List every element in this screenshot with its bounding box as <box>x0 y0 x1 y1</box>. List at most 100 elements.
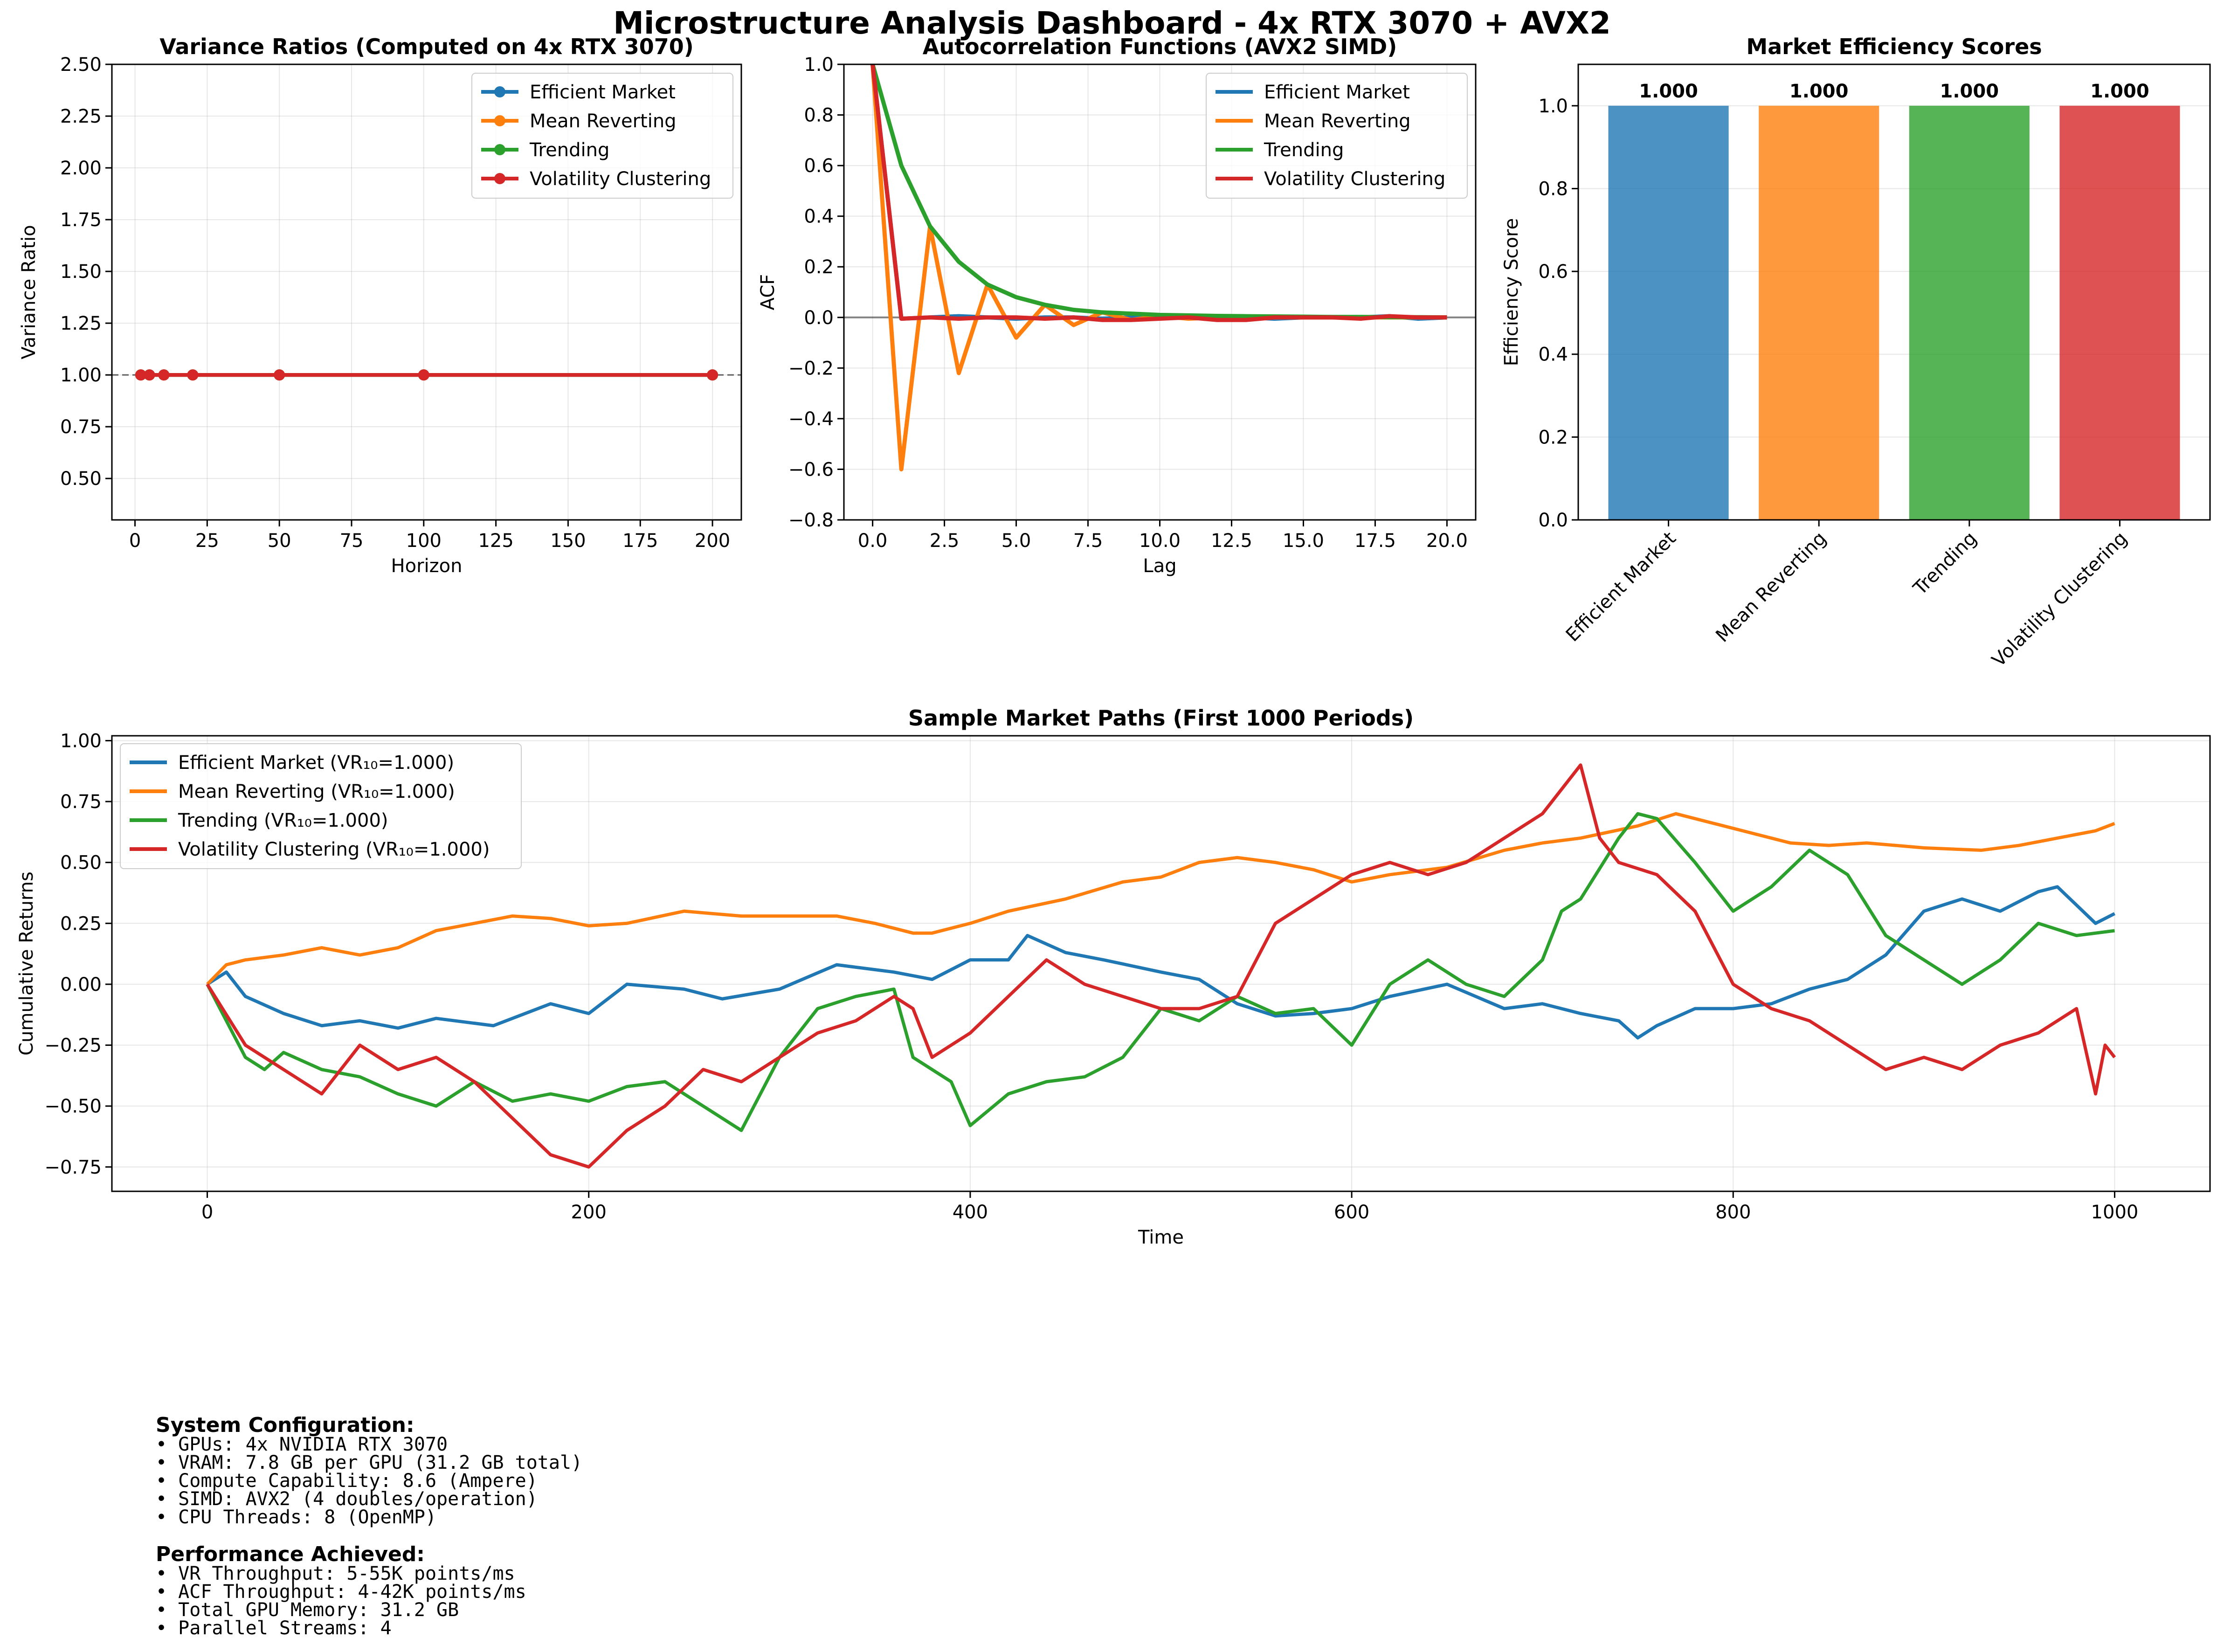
bar <box>1759 105 1879 520</box>
y-tick-label: −0.8 <box>788 510 834 531</box>
data-point <box>707 369 718 381</box>
config-line: • Compute Capability: 8.6 (Ampere) <box>156 1470 538 1492</box>
perf-line: • Parallel Streams: 4 <box>156 1617 392 1639</box>
y-tick-label: 1.00 <box>60 365 102 386</box>
y-tick-label: 1.0 <box>1538 96 1568 117</box>
data-point <box>158 369 170 381</box>
x-tick-label: 7.5 <box>1073 530 1103 552</box>
bar-value-label: 1.000 <box>2090 81 2149 102</box>
y-tick-label: 0.6 <box>804 155 834 177</box>
y-tick-label: −0.25 <box>44 1035 102 1057</box>
x-tick-label: 1000 <box>2091 1202 2139 1223</box>
config-line: • GPUs: 4x NVIDIA RTX 3070 <box>156 1434 448 1455</box>
series-line <box>206 812 2115 1132</box>
efficiency-bar-panel: 0.0 0.2 0.4 0.6 0.8 1.0 Efficiency Score Market… <box>1501 34 2211 671</box>
y-axis-label: Efficiency Score <box>1501 218 1522 366</box>
y-tick-label: 0.2 <box>804 256 834 278</box>
legend-label: Trending <box>1264 139 1344 161</box>
legend-label: Trending (VR₁₀=1.000) <box>178 810 388 831</box>
y-tick-label: 2.00 <box>60 158 102 179</box>
x-tick-label: 200 <box>571 1202 607 1223</box>
config-line: • VRAM: 7.8 GB per GPU (31.2 GB total) <box>156 1452 583 1473</box>
legend-box <box>1206 73 1468 199</box>
y-tick-label: 0.8 <box>1538 178 1568 200</box>
x-tick-label: 2.5 <box>930 530 960 552</box>
y-tick-label: 0.50 <box>60 852 102 874</box>
variance-ratio-panel: 0.50 0.75 1.00 1.25 1.50 1.75 2.00 2.25 2.50 0 25 5… <box>18 34 742 577</box>
y-tick-label: 0.2 <box>1538 427 1568 448</box>
legend-box <box>120 743 522 869</box>
perf-line: • ACF Throughput: 4-42K points/ms <box>156 1581 526 1603</box>
dashboard-title: Microstructure Analysis Dashboard - 4x R… <box>613 5 1611 41</box>
x-tick-label: 125 <box>478 530 513 552</box>
y-tick-label: 0.50 <box>60 468 102 490</box>
perf-heading: Performance Achieved: <box>156 1542 425 1566</box>
legend-label: Mean Reverting <box>1264 111 1411 132</box>
legend-marker <box>494 86 505 97</box>
x-tick-label: Mean Reverting <box>1712 528 1830 647</box>
y-tick-label: −0.4 <box>788 408 834 430</box>
bar <box>1608 105 1729 520</box>
series-line <box>206 763 2116 1169</box>
perf-line: • Total GPU Memory: 31.2 GB <box>156 1599 459 1621</box>
legend-marker <box>494 173 505 184</box>
legend-label: Mean Reverting (VR₁₀=1.000) <box>178 781 455 802</box>
bar <box>2059 105 2180 520</box>
y-tick-label: 0.75 <box>60 791 102 813</box>
x-tick-label: 150 <box>550 530 586 552</box>
x-tick-label: 20.0 <box>1426 530 1468 552</box>
x-tick-label: Trending <box>1909 528 1981 600</box>
y-tick-label: 2.25 <box>60 106 102 127</box>
x-tick-label: 400 <box>953 1202 988 1223</box>
x-tick-label: 800 <box>1715 1202 1751 1223</box>
y-axis-label: ACF <box>757 274 779 311</box>
data-point <box>274 369 285 381</box>
bar-value-label: 1.000 <box>1789 81 1849 102</box>
legend-label: Volatility Clustering (VR₁₀=1.000) <box>178 839 490 860</box>
x-tick-label: 10.0 <box>1139 530 1181 552</box>
axes-frame <box>111 63 742 521</box>
legend-marker <box>494 115 505 126</box>
x-tick-label: 0 <box>201 1202 213 1223</box>
data-point <box>135 369 146 381</box>
acf-panel: −0.8 −0.6 −0.4 −0.2 0.0 0.2 0.4 0.6 0.8 1.0 0.0 2.5… <box>757 34 1477 577</box>
y-tick-label: 0.6 <box>1538 261 1568 283</box>
y-tick-label: −0.75 <box>44 1157 102 1178</box>
x-tick-label: 50 <box>268 530 291 552</box>
y-tick-label: −0.6 <box>788 459 834 480</box>
legend-label: Mean Reverting <box>530 111 677 132</box>
x-tick-label: 100 <box>406 530 442 552</box>
legend-label: Efficient Market (VR₁₀=1.000) <box>178 752 454 774</box>
y-tick-label: 0.75 <box>60 416 102 438</box>
chart-title: Autocorrelation Functions (AVX2 SIMD) <box>923 34 1397 59</box>
data-point <box>144 369 155 381</box>
series-line <box>870 64 1447 322</box>
x-tick-label: Efficient Market <box>1562 528 1680 646</box>
axes-frame <box>1577 63 2211 521</box>
data-point <box>418 369 429 381</box>
axes-frame <box>843 63 1477 521</box>
y-tick-label: 0.8 <box>804 105 834 126</box>
series-line <box>206 885 2116 1040</box>
perf-line: • VR Throughput: 5-55K points/ms <box>156 1563 515 1584</box>
legend-label: Trending <box>529 139 609 161</box>
x-tick-label: 175 <box>622 530 658 552</box>
y-tick-label: 1.50 <box>60 261 102 283</box>
x-tick-label: 17.5 <box>1354 530 1396 552</box>
chart-title: Market Efficiency Scores <box>1746 34 2042 59</box>
x-axis-label: Lag <box>1143 555 1176 577</box>
y-tick-label: 0.25 <box>60 913 102 934</box>
bar-value-label: 1.000 <box>1639 81 1698 102</box>
chart-title: Variance Ratios (Computed on 4x RTX 3070… <box>159 34 694 59</box>
series-line <box>206 812 2115 986</box>
y-tick-label: 1.25 <box>60 313 102 334</box>
chart-title: Sample Market Paths (First 1000 Periods) <box>908 705 1414 731</box>
legend-label: Efficient Market <box>530 82 676 103</box>
bar-value-label: 1.000 <box>1940 81 1999 102</box>
x-tick-label: 5.0 <box>1001 530 1031 552</box>
y-axis-label: Variance Ratio <box>18 225 40 359</box>
legend-label: Volatility Clustering <box>530 168 711 190</box>
x-axis-label: Horizon <box>391 555 463 577</box>
x-tick-label: 0.0 <box>858 530 888 552</box>
